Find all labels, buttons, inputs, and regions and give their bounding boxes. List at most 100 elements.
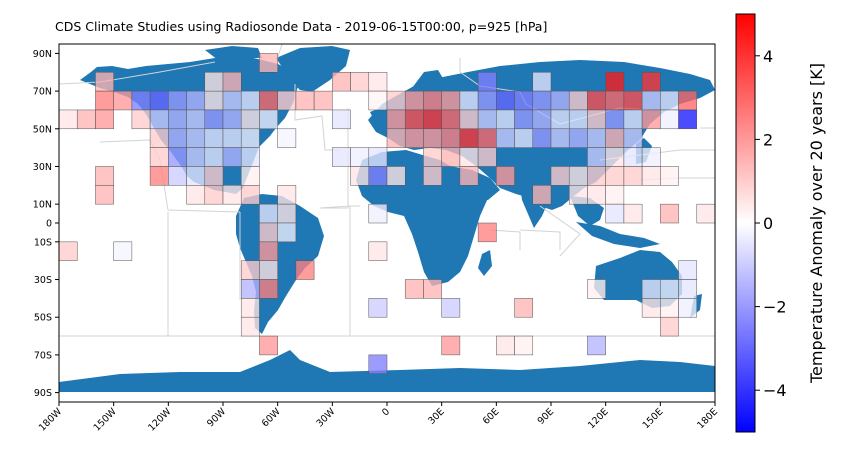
- anomaly-cell: [149, 147, 169, 167]
- anomaly-cell: [368, 72, 388, 92]
- y-tick-label: 30N: [33, 162, 52, 173]
- anomaly-cell: [240, 185, 260, 205]
- anomaly-cell: [131, 90, 151, 111]
- anomaly-cell: [587, 109, 606, 130]
- land-madagascar: [478, 250, 492, 276]
- anomaly-cell: [332, 147, 351, 167]
- anomaly-cell: [313, 90, 333, 111]
- anomaly-cell: [259, 53, 278, 73]
- anomaly-cell: [605, 90, 625, 111]
- x-tick-label: 90E: [536, 406, 557, 427]
- x-tick-label: 0: [380, 406, 392, 418]
- anomaly-cell: [204, 166, 224, 186]
- colorbar-tick-label: −4: [763, 381, 787, 400]
- anomaly-cell: [459, 90, 479, 111]
- anomaly-cell: [240, 279, 260, 299]
- anomaly-cell: [204, 128, 224, 148]
- anomaly-cell: [295, 260, 315, 280]
- anomaly-cell: [168, 147, 187, 167]
- anomaly-cell: [605, 185, 625, 205]
- anomaly-cell: [477, 109, 497, 130]
- border-line-8: [459, 58, 521, 93]
- colorbar: 4 2 0 −2 −4 Temperature Anomaly over 20 year…: [735, 13, 826, 433]
- anomaly-cell: [641, 90, 661, 111]
- anomaly-cell: [277, 128, 297, 148]
- anomaly-cell: [404, 109, 424, 130]
- anomaly-cell: [477, 72, 497, 92]
- y-axis: 90N 70N 50N 30N 10N 0 10S 30S 50S 70S 90S: [33, 49, 59, 399]
- anomaly-cell: [149, 166, 169, 186]
- anomaly-cell: [568, 166, 588, 186]
- anomaly-cell: [259, 279, 278, 299]
- colorbar-label: Temperature Anomaly over 20 years [K]: [807, 63, 826, 384]
- anomaly-cell: [404, 128, 424, 148]
- land-indonesia: [576, 222, 660, 248]
- anomaly-cell: [204, 185, 224, 205]
- border-line-1: [59, 61, 216, 85]
- y-tick-label: 50N: [33, 124, 52, 135]
- anomaly-cell: [678, 279, 698, 299]
- anomaly-cell: [623, 147, 643, 167]
- anomaly-cell: [441, 298, 461, 318]
- anomaly-cell: [550, 128, 570, 148]
- anomaly-cell: [532, 185, 552, 205]
- anomaly-cell: [605, 109, 625, 130]
- anomaly-cell: [240, 90, 260, 111]
- anomaly-cell: [696, 203, 715, 224]
- anomaly-cell: [587, 279, 606, 299]
- anomaly-cell: [459, 147, 479, 167]
- anomaly-cell: [149, 90, 169, 111]
- plot-area: [58, 43, 716, 403]
- anomaly-cell: [113, 90, 133, 111]
- border-line-13: [539, 205, 581, 257]
- anomaly-cell: [605, 166, 625, 186]
- anomaly-cell: [678, 298, 698, 318]
- anomaly-cell: [660, 109, 679, 130]
- anomaly-cell: [678, 90, 698, 111]
- chart-title: CDS Climate Studies using Radiosonde Dat…: [55, 19, 547, 34]
- x-axis: 180W 150W 120W 90W 60W 30W 0 30E 60E 90E 120E 150E 1…: [37, 402, 720, 434]
- y-tick-label: 30S: [34, 275, 52, 286]
- anomaly-cell: [550, 109, 570, 130]
- anomaly-cell: [186, 109, 206, 130]
- anomaly-cell: [423, 109, 442, 130]
- land-canadian-archipelago: [205, 46, 262, 60]
- anomaly-cell: [204, 109, 224, 130]
- anomaly-cell: [423, 90, 442, 111]
- anomaly-cell: [368, 203, 388, 224]
- anomaly-cell: [240, 166, 260, 186]
- anomaly-cell: [204, 72, 224, 92]
- anomaly-cell: [568, 185, 588, 205]
- anomaly-cell: [95, 72, 114, 92]
- anomaly-cell: [277, 185, 297, 205]
- anomaly-cell: [423, 147, 442, 167]
- anomaly-cell: [605, 128, 625, 148]
- anomaly-cell: [259, 335, 278, 356]
- y-tick-label: 70S: [34, 350, 52, 361]
- anomaly-cell: [149, 128, 169, 148]
- x-tick-label: 60E: [481, 406, 502, 427]
- anomaly-cell: [568, 90, 588, 111]
- anomaly-cell: [277, 222, 297, 243]
- anomaly-cell: [641, 147, 661, 167]
- anomaly-cell: [587, 185, 606, 205]
- anomaly-cell: [641, 279, 661, 299]
- anomaly-cell: [623, 166, 643, 186]
- anomaly-cell: [532, 128, 552, 148]
- anomaly-cell: [441, 90, 461, 111]
- anomaly-cell: [368, 147, 388, 167]
- anomaly-cell: [240, 147, 260, 167]
- anomaly-cell: [259, 203, 278, 224]
- anomaly-cell: [441, 109, 461, 130]
- anomaly-cell: [641, 72, 661, 92]
- anomaly-cell: [149, 109, 169, 130]
- colorbar-ticks: 4 2 0 −2 −4: [755, 47, 787, 400]
- anomaly-cell: [514, 90, 534, 111]
- anomaly-cell: [168, 166, 187, 186]
- anomaly-cell: [186, 90, 206, 111]
- anomaly-cell: [131, 109, 151, 130]
- anomaly-cell: [368, 298, 388, 318]
- anomaly-cell: [386, 90, 406, 111]
- anomaly-cell: [623, 128, 643, 148]
- x-tick-label: 150W: [92, 406, 120, 434]
